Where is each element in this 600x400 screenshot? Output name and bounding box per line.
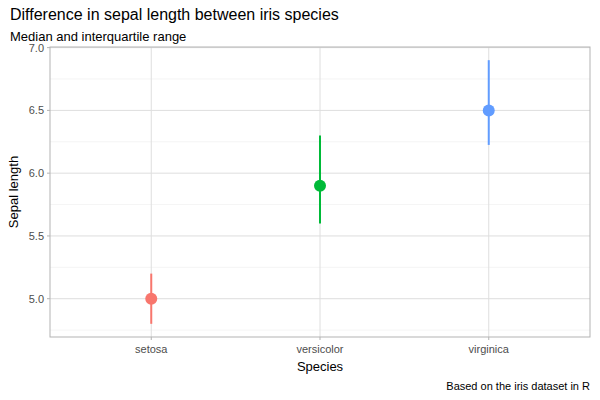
chart: 5.05.56.06.57.0setosaversicolorvirginica… bbox=[0, 0, 600, 400]
interquartile-range bbox=[319, 136, 321, 224]
panel bbox=[50, 47, 590, 337]
grid-line-x bbox=[488, 47, 489, 337]
median-point bbox=[483, 104, 495, 116]
y-axis-label: Sepal length bbox=[6, 156, 21, 228]
x-tick-label: versicolor bbox=[296, 343, 343, 355]
y-tick-label: 5.5 bbox=[29, 230, 44, 242]
interquartile-range bbox=[488, 60, 490, 145]
median-point bbox=[145, 293, 157, 305]
x-tick-label: setosa bbox=[135, 343, 168, 355]
data-group bbox=[145, 60, 495, 324]
x-tick-label: virginica bbox=[469, 343, 510, 355]
grid bbox=[50, 47, 590, 337]
y-tick-label: 5.0 bbox=[29, 293, 44, 305]
x-axis-label: Species bbox=[297, 359, 344, 374]
caption: Based on the iris dataset in R bbox=[446, 380, 590, 392]
y-tick-label: 6.0 bbox=[29, 167, 44, 179]
title: Difference in sepal length between iris … bbox=[10, 6, 339, 23]
subtitle: Median and interquartile range bbox=[10, 29, 186, 44]
median-point bbox=[314, 180, 326, 192]
grid-line-x bbox=[320, 47, 321, 337]
panel-frame bbox=[50, 47, 590, 337]
y-tick-label: 6.5 bbox=[29, 104, 44, 116]
